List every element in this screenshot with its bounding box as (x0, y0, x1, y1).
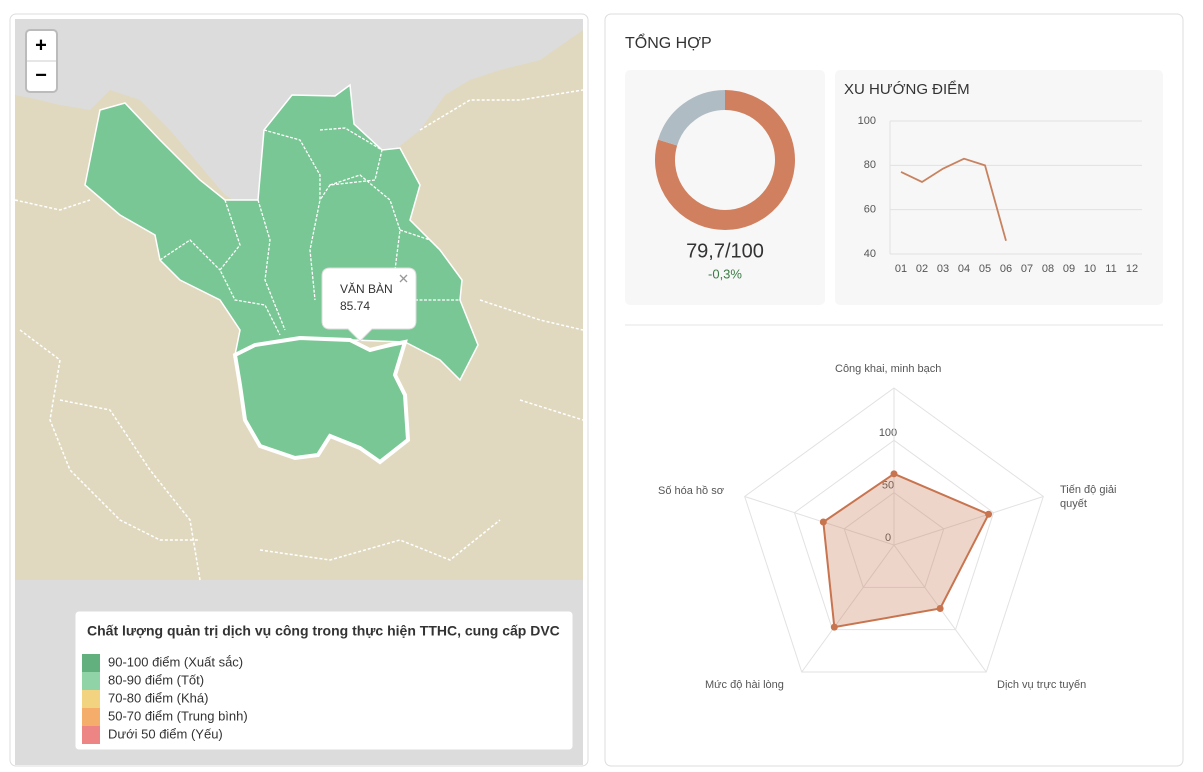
zoom-in-button[interactable]: + (35, 34, 47, 56)
radar-spoke (744, 496, 895, 546)
x-tick-label: 10 (1084, 263, 1096, 275)
radar-point (936, 605, 944, 613)
y-tick-label: 40 (864, 248, 876, 260)
x-tick-label: 09 (1063, 263, 1075, 275)
donut-change: -0,3% (708, 266, 742, 281)
radar-spoke (893, 496, 1044, 546)
radar-axis-label: Mức độ hài lòng (705, 679, 784, 691)
legend-swatch (82, 654, 100, 672)
x-tick-label: 05 (979, 263, 991, 275)
radar-ring (793, 439, 995, 631)
legend-swatch (82, 690, 100, 708)
x-tick-label: 08 (1042, 263, 1054, 275)
x-tick-label: 07 (1021, 263, 1033, 275)
radar-point (985, 510, 993, 518)
x-tick-label: 03 (937, 263, 949, 275)
legend-swatch (82, 726, 100, 744)
donut-remainder (658, 90, 726, 146)
map-borders (14, 89, 584, 581)
map-district-borders (159, 127, 460, 336)
y-tick-label: 60 (864, 204, 876, 216)
map-legend (74, 610, 574, 751)
map-region-selected[interactable] (232, 335, 411, 465)
donut-segment (655, 90, 795, 230)
trend-title: XU HƯỚNG ĐIỂM (844, 80, 970, 98)
radar-point (830, 623, 838, 631)
trend-line (900, 157, 1007, 241)
y-tick-label: 80 (864, 159, 876, 171)
x-tick-label: 04 (958, 263, 970, 275)
x-tick-label: 11 (1105, 263, 1116, 275)
trend-card (835, 70, 1163, 305)
legend-label: 80-90 điểm (Tốt) (108, 672, 204, 687)
popup-close[interactable] (399, 274, 408, 283)
radar-axis-label: Tiến độ giải quyết (1060, 484, 1117, 510)
legend-swatch (82, 672, 100, 690)
x-tick-label: 12 (1126, 263, 1138, 275)
radar-spoke (801, 544, 895, 673)
radar-area (822, 472, 990, 629)
radar-ring (744, 387, 1044, 673)
radar-ring (843, 492, 945, 588)
radar-point (890, 470, 898, 478)
y-tick-label: 100 (858, 115, 876, 127)
legend-label: 70-80 điểm (Khá) (108, 690, 208, 705)
popup-value: 85.74 (340, 299, 370, 313)
map-popup (321, 267, 417, 342)
radar-axis-label: Dịch vụ trực tuyến (997, 679, 1087, 691)
legend-label: 90-100 điểm (Xuất sắc) (108, 654, 243, 669)
x-tick-label: 02 (916, 263, 928, 275)
x-tick-label: 01 (895, 263, 907, 275)
radar-axis-label: Công khai, minh bạch (835, 363, 942, 375)
popup-name: VĂN BÀN (340, 281, 393, 296)
zoom-out-button[interactable]: − (35, 64, 47, 86)
radar-point (819, 518, 827, 526)
x-tick-label: 06 (1000, 263, 1012, 275)
r-tick-label: 100 (879, 427, 897, 439)
legend-label: Dưới 50 điểm (Yếu) (108, 726, 223, 741)
summary-title: TỔNG HỢP (625, 33, 712, 52)
legend-title: Chất lượng quản trị dịch vụ công trong t… (87, 623, 560, 639)
legend-swatch (82, 708, 100, 726)
r-tick-label: 0 (885, 532, 891, 544)
legend-label: 50-70 điểm (Trung bình) (108, 708, 248, 723)
r-tick-label: 50 (882, 480, 894, 492)
donut-value: 79,7/100 (686, 240, 764, 262)
radar-axis-label: Số hóa hồ sơ (658, 485, 724, 497)
